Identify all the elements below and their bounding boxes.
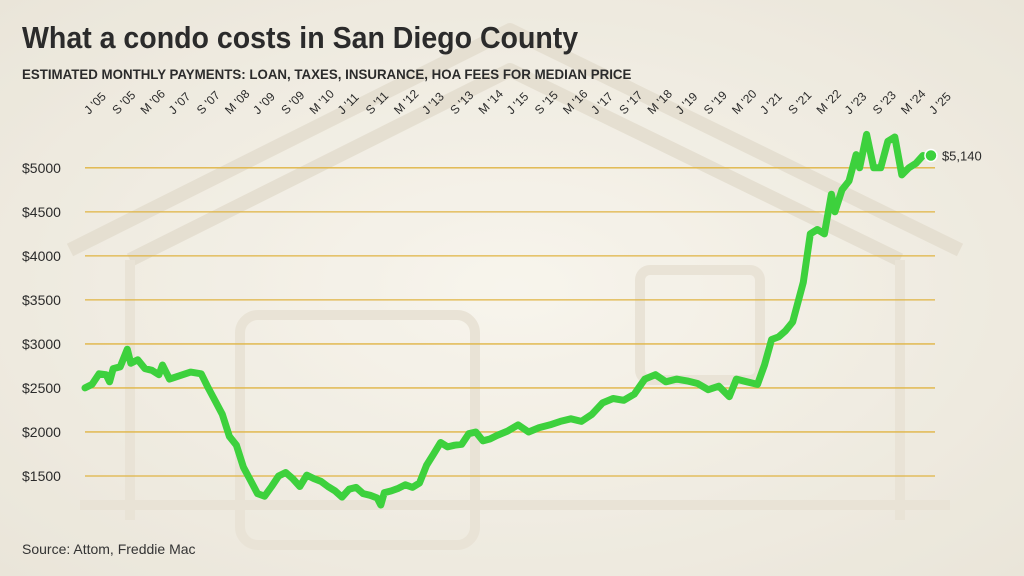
x-tick-label: M '08: [222, 87, 253, 118]
x-tick-label: S '09: [278, 88, 307, 117]
endpoint-marker: [924, 148, 938, 163]
x-tick-label: S '23: [870, 88, 899, 117]
y-tick-label: $2000: [22, 424, 61, 440]
x-tick-label: S '11: [363, 89, 392, 118]
x-tick-label: S '15: [532, 88, 561, 117]
x-tick-label: S '21: [785, 88, 814, 117]
y-axis-tick-labels: $1500 $2000 $2500 $3000 $3500 $4000 $4500 $5000: [22, 160, 61, 484]
series-layer: [81, 130, 927, 509]
x-tick-label: S '17: [616, 88, 645, 117]
x-tick-label: J '05: [81, 89, 109, 117]
source-note: Source: Attom, Freddie Mac: [22, 541, 196, 557]
x-tick-label: M '24: [898, 87, 929, 118]
x-tick-label: S '13: [447, 88, 476, 117]
x-tick-label: J '23: [842, 89, 870, 117]
x-tick-label: J '13: [419, 89, 447, 117]
x-tick-label: S '19: [701, 88, 730, 117]
x-tick-label: J '17: [588, 89, 616, 117]
y-tick-label: $4000: [22, 248, 61, 264]
annotations: $5,140: [924, 148, 982, 164]
x-tick-label: J '19: [673, 89, 701, 117]
x-tick-label: J '15: [504, 89, 532, 117]
gridlines: [85, 167, 935, 477]
y-tick-label: $4500: [22, 204, 61, 220]
x-tick-label: M '18: [645, 87, 676, 118]
x-tick-label: J '21: [757, 89, 785, 117]
chart-subtitle: ESTIMATED MONTHLY PAYMENTS: LOAN, TAXES,…: [22, 66, 632, 82]
y-tick-label: $5000: [22, 160, 61, 176]
y-tick-label: $1500: [22, 468, 61, 484]
x-tick-label: M '22: [814, 87, 845, 118]
chart-title: What a condo costs in San Diego County: [22, 20, 579, 55]
x-tick-label: S '05: [109, 88, 138, 117]
x-tick-label: M '10: [307, 87, 338, 118]
x-tick-label: M '16: [560, 87, 591, 118]
x-tick-label: J '11: [335, 90, 362, 117]
series-line: [81, 130, 927, 509]
x-tick-label: M '14: [476, 87, 507, 118]
x-tick-label: M '06: [138, 87, 169, 118]
x-tick-label: J '25: [926, 89, 954, 117]
y-tick-label: $3500: [22, 292, 61, 308]
y-tick-label: $2500: [22, 380, 61, 396]
x-tick-label: J '07: [166, 89, 194, 117]
y-tick-label: $3000: [22, 336, 61, 352]
x-tick-label: M '20: [729, 87, 760, 118]
x-tick-label: S '07: [194, 88, 223, 117]
x-tick-label: J '09: [250, 89, 278, 117]
x-axis-tick-labels: J '05 S '05 M '06J '07 S '07 M '08J '09 S '09…: [81, 87, 954, 118]
endpoint-value-label: $5,140: [942, 149, 982, 164]
x-tick-label: M '12: [391, 87, 422, 118]
